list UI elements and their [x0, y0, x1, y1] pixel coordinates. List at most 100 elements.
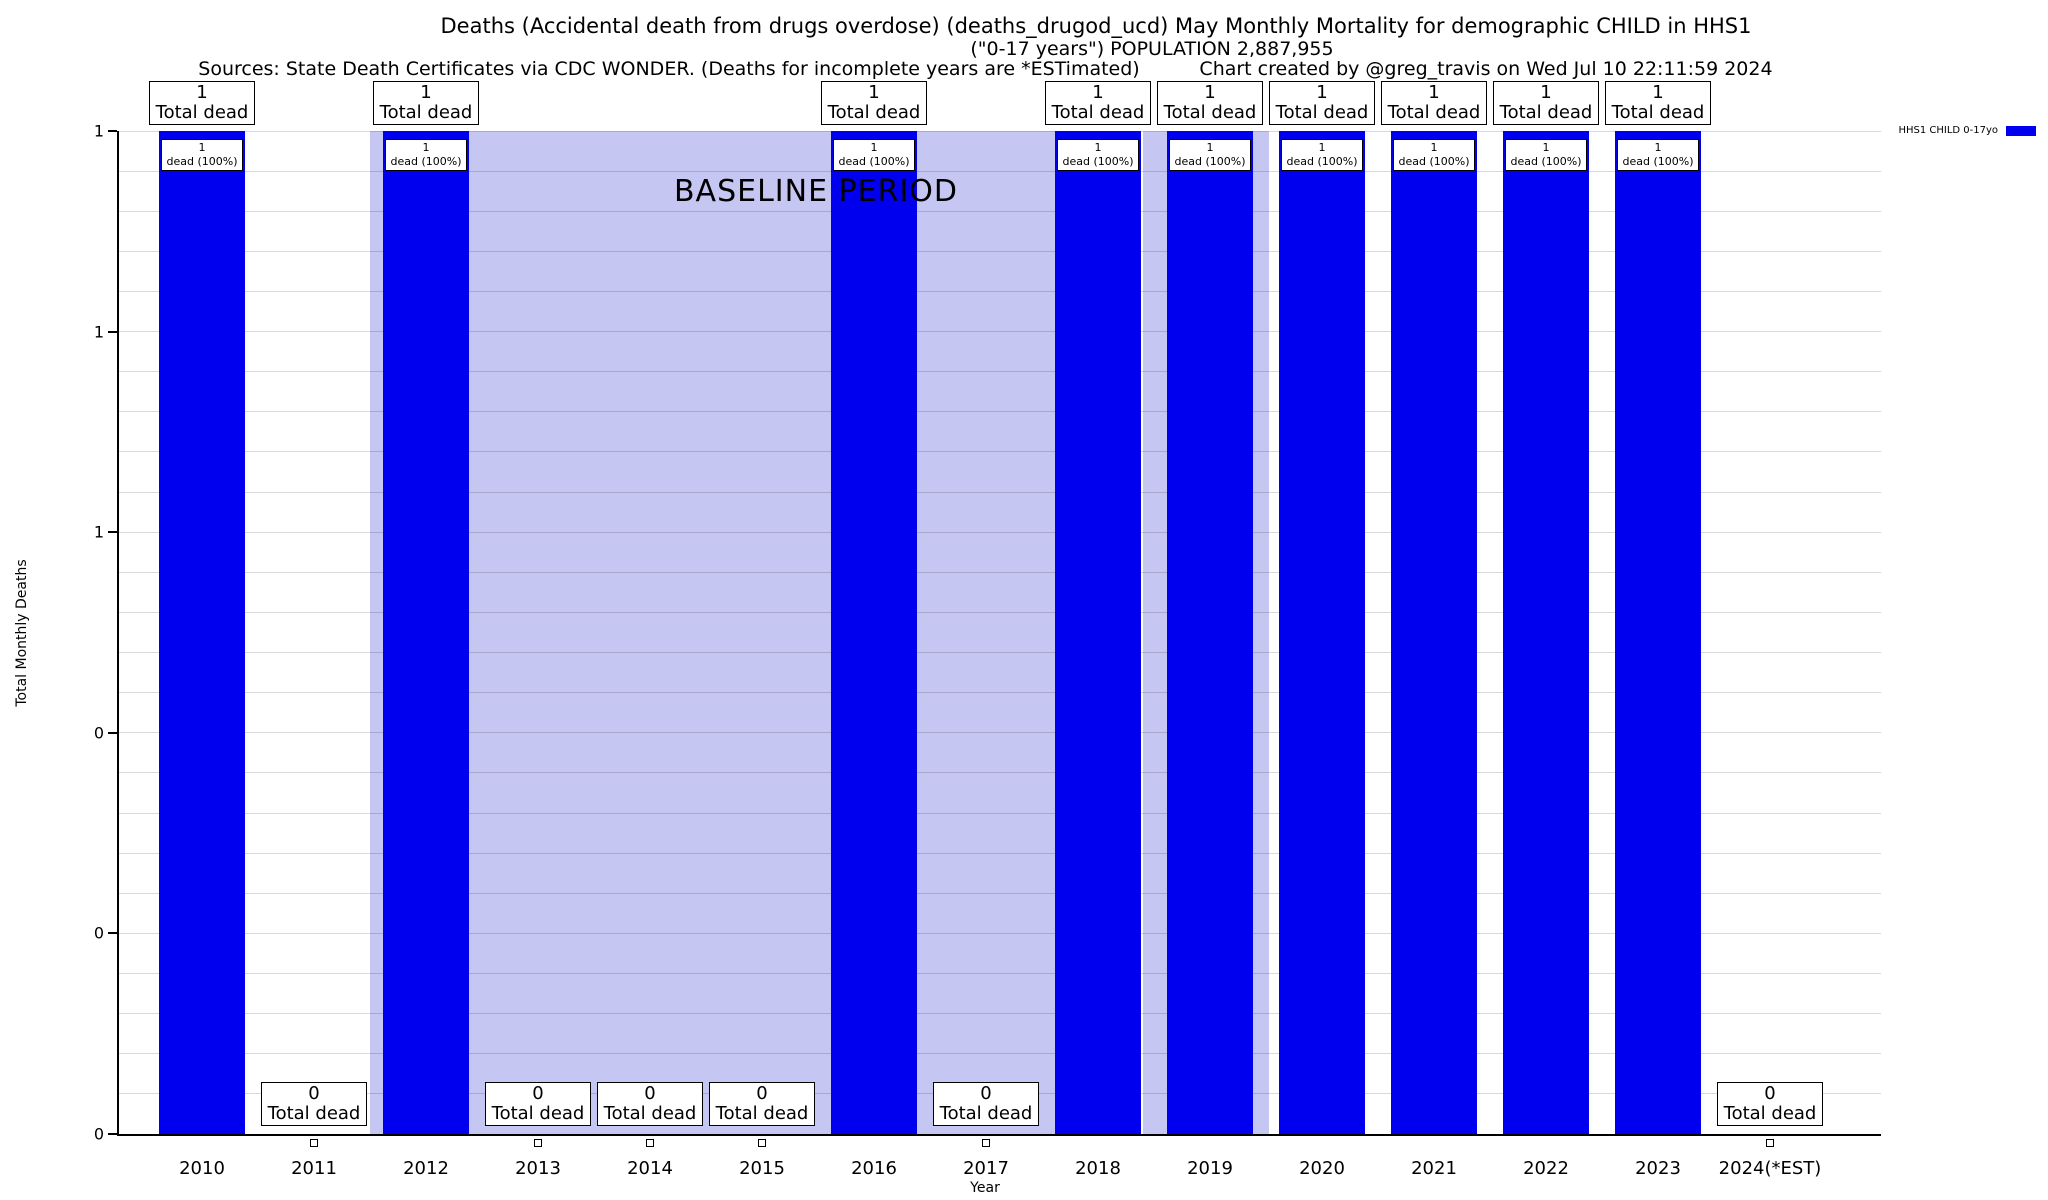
legend-label: HHS1 CHILD 0-17yo	[1898, 125, 1998, 136]
total-dead-annotation: 1 Total dead	[1157, 81, 1263, 125]
gridline	[118, 812, 1881, 814]
y-tick-mark	[108, 731, 117, 734]
dead-percent-annotation: 1 dead (100%)	[1169, 139, 1251, 171]
bar-2012	[383, 131, 469, 1134]
zero-bar-marker	[1766, 1139, 1774, 1147]
x-tick-label: 2011	[291, 1158, 337, 1179]
legend: HHS1 CHILD 0-17yo	[1898, 125, 2036, 136]
x-tick-label: 2024(*EST)	[1718, 1158, 1822, 1179]
x-tick-label: 2021	[1411, 1158, 1457, 1179]
y-tick-mark	[108, 330, 117, 333]
bar-2010	[159, 131, 245, 1134]
chart-sources-note: Sources: State Death Certificates via CD…	[198, 58, 1140, 80]
total-dead-annotation: 1 Total dead	[149, 81, 255, 125]
bar-2016	[831, 131, 917, 1134]
gridline	[118, 652, 1881, 654]
gridline	[118, 250, 1881, 252]
x-tick-label: 2017	[963, 1158, 1009, 1179]
gridline	[118, 130, 1881, 132]
x-tick-label: 2019	[1187, 1158, 1233, 1179]
zero-total-dead-annotation: 0 Total dead	[597, 1082, 703, 1126]
total-dead-annotation: 1 Total dead	[1605, 81, 1711, 125]
gridline	[118, 772, 1881, 774]
chart-title: Deaths (Accidental death from drugs over…	[440, 14, 1752, 38]
x-tick-label: 2023	[1635, 1158, 1681, 1179]
chart-credit-note: Chart created by @greg_travis on Wed Jul…	[1199, 58, 1773, 80]
y-tick-mark	[108, 130, 117, 132]
dead-percent-annotation: 1 dead (100%)	[161, 139, 243, 171]
x-tick-label: 2018	[1075, 1158, 1121, 1179]
gridline	[118, 892, 1881, 894]
x-tick-label: 2015	[739, 1158, 785, 1179]
gridline	[118, 451, 1881, 453]
total-dead-annotation: 1 Total dead	[821, 81, 927, 125]
gridline	[118, 1013, 1881, 1015]
total-dead-annotation: 1 Total dead	[373, 81, 479, 125]
gridline	[118, 973, 1881, 975]
y-tick-label: 1	[93, 121, 104, 141]
bar-2023	[1615, 131, 1701, 1134]
y-tick-label: 1	[93, 522, 104, 542]
dead-percent-annotation: 1 dead (100%)	[1505, 139, 1587, 171]
zero-total-dead-annotation: 0 Total dead	[933, 1082, 1039, 1126]
y-tick-label: 0	[93, 923, 104, 943]
gridline	[118, 732, 1881, 734]
gridline	[118, 210, 1881, 212]
y-axis-line	[116, 131, 119, 1135]
total-dead-annotation: 1 Total dead	[1045, 81, 1151, 125]
total-dead-annotation: 1 Total dead	[1381, 81, 1487, 125]
y-tick-label: 0	[93, 1124, 104, 1144]
bar-2021	[1391, 131, 1477, 1134]
zero-bar-marker	[310, 1139, 318, 1147]
x-tick-label: 2012	[403, 1158, 449, 1179]
zero-bar-marker	[534, 1139, 542, 1147]
dead-percent-annotation: 1 dead (100%)	[1393, 139, 1475, 171]
baseline-period-band	[370, 131, 1058, 1134]
gridline	[118, 290, 1881, 292]
y-tick-mark	[108, 531, 117, 534]
gridline	[118, 692, 1881, 694]
total-dead-annotation: 1 Total dead	[1269, 81, 1375, 125]
bar-2020	[1279, 131, 1365, 1134]
x-tick-label: 2016	[851, 1158, 897, 1179]
bar-2022	[1503, 131, 1589, 1134]
total-dead-annotation: 1 Total dead	[1493, 81, 1599, 125]
zero-total-dead-annotation: 0 Total dead	[1717, 1082, 1823, 1126]
gridline	[118, 1053, 1881, 1055]
dead-percent-annotation: 1 dead (100%)	[833, 139, 915, 171]
gridline	[118, 932, 1881, 934]
zero-bar-marker	[758, 1139, 766, 1147]
zero-total-dead-annotation: 0 Total dead	[261, 1082, 367, 1126]
bar-2018	[1055, 131, 1141, 1134]
x-tick-label: 2020	[1299, 1158, 1345, 1179]
baseline-period-label: BASELINE PERIOD	[673, 174, 959, 209]
dead-percent-annotation: 1 dead (100%)	[1617, 139, 1699, 171]
x-tick-label: 2010	[179, 1158, 225, 1179]
y-tick-label: 1	[93, 322, 104, 342]
bar-2019	[1167, 131, 1253, 1134]
gridline	[118, 170, 1881, 172]
y-tick-label: 0	[93, 723, 104, 743]
gridline	[118, 611, 1881, 613]
x-axis-label: Year	[970, 1180, 1000, 1196]
gridline	[118, 491, 1881, 493]
x-tick-label: 2014	[627, 1158, 673, 1179]
dead-percent-annotation: 1 dead (100%)	[1057, 139, 1139, 171]
gridline	[118, 371, 1881, 373]
dead-percent-annotation: 1 dead (100%)	[1281, 139, 1363, 171]
gridline	[118, 852, 1881, 854]
dead-percent-annotation: 1 dead (100%)	[385, 139, 467, 171]
x-tick-label: 2013	[515, 1158, 561, 1179]
zero-bar-marker	[982, 1139, 990, 1147]
legend-swatch	[2006, 125, 2036, 136]
gridline	[118, 571, 1881, 573]
zero-total-dead-annotation: 0 Total dead	[485, 1082, 591, 1126]
zero-bar-marker	[646, 1139, 654, 1147]
x-axis-line	[116, 1133, 1881, 1136]
chart-subtitle: ("0-17 years") POPULATION 2,887,955	[970, 38, 1334, 60]
y-tick-mark	[108, 932, 117, 935]
zero-total-dead-annotation: 0 Total dead	[709, 1082, 815, 1126]
y-tick-mark	[108, 1133, 117, 1135]
